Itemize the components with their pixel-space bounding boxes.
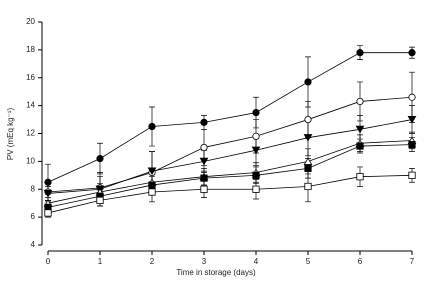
marker: [200, 185, 208, 193]
y-tick-label: 20: [26, 17, 35, 26]
marker: [200, 118, 208, 126]
marker: [408, 171, 416, 179]
x-tick-label: 7: [410, 257, 415, 266]
marker: [252, 108, 260, 117]
marker: [148, 181, 156, 189]
marker: [356, 49, 364, 57]
marker: [200, 174, 208, 182]
x-tick-label: 6: [358, 257, 363, 266]
y-tick-label: 4: [31, 240, 36, 249]
series-line: [47, 52, 412, 183]
marker: [251, 146, 261, 155]
marker: [96, 154, 104, 163]
marker: [304, 164, 312, 172]
marker: [304, 78, 312, 86]
marker: [407, 115, 417, 124]
marker: [148, 188, 156, 196]
x-tick-label: 3: [202, 257, 207, 266]
series-line: [47, 96, 413, 193]
y-tick-label: 10: [26, 156, 35, 165]
y-axis-label: PV (mEq kg⁻¹): [6, 108, 15, 161]
marker: [304, 182, 312, 191]
marker: [252, 132, 260, 140]
marker: [199, 157, 209, 166]
marker: [356, 173, 364, 181]
marker: [408, 49, 416, 57]
marker: [356, 97, 364, 106]
marker: [304, 115, 312, 124]
marker: [408, 93, 416, 101]
marker: [147, 167, 157, 176]
y-tick-label: 16: [26, 73, 35, 82]
x-tick-label: 1: [98, 257, 103, 266]
x-axis-label: Time in storage (days): [176, 268, 256, 277]
y-tick-label: 8: [31, 184, 36, 193]
series-line: [47, 144, 413, 208]
series-line: [47, 140, 413, 204]
series-line: [47, 119, 413, 194]
x-tick-label: 5: [306, 257, 311, 266]
y-tick-label: 18: [26, 45, 35, 54]
x-tick-label: 0: [46, 257, 51, 266]
x-tick-label: 4: [254, 257, 259, 266]
marker: [303, 134, 313, 142]
marker: [96, 196, 104, 204]
y-tick-label: 12: [26, 129, 35, 138]
marker: [200, 143, 208, 152]
marker: [252, 185, 260, 193]
marker: [356, 142, 364, 150]
series-line: [47, 174, 413, 214]
marker: [44, 209, 52, 217]
y-tick-label: 14: [26, 101, 35, 110]
marker: [252, 171, 260, 179]
y-tick-label: 6: [31, 212, 36, 221]
marker: [303, 157, 313, 165]
x-tick-label: 2: [150, 257, 155, 266]
marker: [355, 125, 365, 134]
marker: [43, 189, 53, 198]
marker: [148, 122, 156, 131]
marker: [44, 178, 52, 186]
marker: [408, 141, 416, 149]
